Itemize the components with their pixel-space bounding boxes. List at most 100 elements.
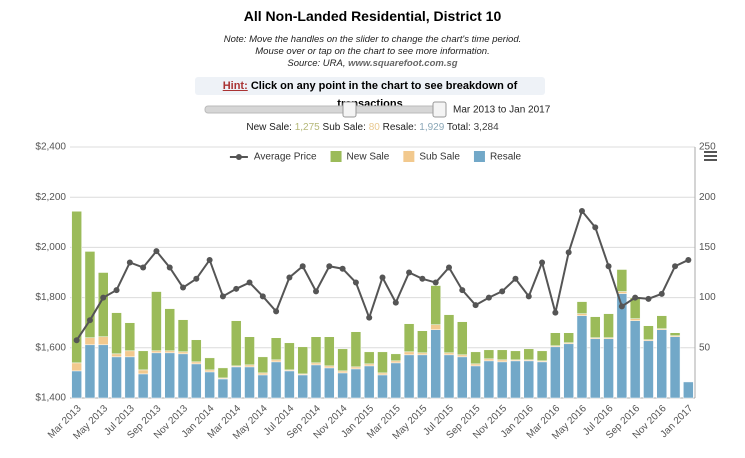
point: [672, 263, 679, 270]
bar: [191, 361, 202, 365]
point: [352, 279, 359, 286]
source-link[interactable]: www.squarefoot.com.sg: [348, 58, 458, 69]
bar: [457, 354, 468, 358]
summary-value: 3,284: [473, 122, 499, 133]
title: All Non-Landed Residential, District 10: [243, 8, 502, 24]
point: [299, 263, 306, 270]
bar: [363, 363, 375, 367]
summary-value: 80: [368, 122, 380, 133]
bar: [483, 349, 495, 360]
bar: [417, 352, 428, 356]
source-text: Source: URA,: [287, 58, 346, 69]
bar: [643, 325, 654, 341]
bar: [616, 269, 628, 292]
point: [685, 256, 692, 263]
bar: [297, 374, 308, 399]
bar: [510, 360, 521, 399]
slider-handle[interactable]: [342, 101, 357, 118]
bar: [629, 320, 641, 399]
bar: [124, 322, 136, 352]
bar: [350, 366, 362, 370]
bar: [377, 374, 388, 399]
bar: [603, 338, 614, 399]
bar: [137, 373, 149, 399]
point: [219, 293, 226, 300]
bar: [257, 372, 269, 376]
point: [565, 249, 572, 256]
point: [618, 303, 625, 310]
bar: [590, 338, 601, 399]
point: [246, 279, 253, 286]
legend-symbol: [403, 151, 415, 162]
point: [180, 284, 187, 291]
bar: [457, 356, 468, 399]
bar: [350, 331, 362, 368]
point: [645, 295, 652, 302]
bar: [84, 344, 96, 399]
point: [525, 293, 532, 300]
bar: [550, 346, 561, 399]
y-tick-label: $1,400: [35, 393, 66, 404]
point: [406, 269, 413, 276]
point: [339, 265, 346, 272]
bar: [97, 344, 109, 399]
bar: [151, 352, 162, 399]
point: [432, 279, 439, 286]
point: [126, 259, 133, 266]
y-tick-label: $1,600: [35, 342, 66, 353]
point: [86, 317, 93, 324]
bar: [84, 251, 96, 339]
bar: [137, 369, 149, 375]
note: Note: Move the handles on the slider to …: [223, 34, 522, 45]
bar: [656, 329, 668, 399]
bar: [496, 361, 508, 399]
bar: [443, 354, 455, 399]
bar: [377, 351, 388, 374]
bar: [550, 332, 561, 347]
bar: [576, 313, 588, 316]
bar: [257, 374, 269, 399]
legend-symbol: [235, 154, 242, 160]
point: [578, 208, 585, 215]
bar: [284, 370, 295, 399]
bar: [390, 362, 402, 399]
bar: [324, 336, 335, 367]
bar: [403, 354, 415, 399]
y2-tick-label: 50: [699, 342, 711, 353]
bar: [337, 372, 348, 399]
bar: [324, 365, 335, 369]
summary-label: Resale:: [382, 122, 417, 133]
bar: [270, 337, 282, 361]
bar: [137, 350, 149, 371]
bar: [483, 358, 495, 362]
bar: [377, 372, 388, 376]
bar: [403, 323, 415, 353]
bar: [71, 370, 82, 399]
point: [233, 285, 240, 292]
summary-label: Sub Sale:: [322, 122, 366, 133]
slider-handle[interactable]: [432, 101, 447, 118]
bar: [191, 363, 202, 399]
bar: [643, 340, 654, 399]
point: [552, 309, 559, 316]
bar: [536, 361, 548, 399]
bar: [177, 353, 189, 399]
bar: [204, 371, 215, 399]
bar: [191, 339, 202, 363]
bar: [496, 359, 508, 363]
bar: [217, 367, 229, 379]
summary-label: New Sale:: [246, 122, 292, 133]
slider-track[interactable]: [204, 105, 446, 114]
source: Source: URA, www.squarefoot.com.sg: [0, 58, 745, 69]
point: [512, 275, 519, 282]
bar: [151, 291, 162, 352]
point: [73, 337, 80, 344]
point: [419, 275, 426, 282]
bar: [84, 337, 96, 346]
menu-icon[interactable]: [704, 151, 717, 161]
point: [632, 294, 639, 301]
bar: [443, 314, 455, 354]
bar: [111, 312, 122, 355]
bar: [151, 350, 162, 354]
point: [113, 287, 120, 294]
